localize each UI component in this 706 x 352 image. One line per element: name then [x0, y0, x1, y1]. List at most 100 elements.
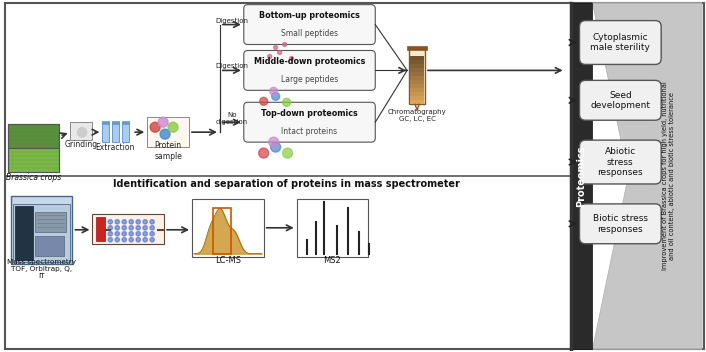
Circle shape	[260, 97, 268, 105]
Bar	[112, 121, 119, 124]
Circle shape	[158, 117, 168, 127]
Circle shape	[136, 232, 140, 236]
Circle shape	[160, 129, 170, 139]
Circle shape	[270, 142, 281, 152]
Bar	[297, 199, 369, 257]
Circle shape	[122, 226, 126, 230]
FancyBboxPatch shape	[580, 140, 662, 184]
Circle shape	[282, 43, 287, 46]
Bar	[410, 73, 424, 76]
Circle shape	[150, 232, 155, 236]
Bar	[410, 84, 424, 88]
Text: Protein
sample: Protein sample	[154, 142, 182, 161]
Circle shape	[136, 226, 140, 230]
Bar	[71, 122, 92, 140]
Bar	[410, 76, 424, 80]
Text: ●: ●	[76, 124, 88, 138]
Bar	[192, 199, 264, 257]
Circle shape	[282, 98, 291, 106]
Circle shape	[150, 220, 155, 224]
Text: Chromatography
GC, LC, EC: Chromatography GC, LC, EC	[388, 109, 446, 122]
Bar	[122, 122, 129, 142]
Bar	[410, 92, 424, 96]
Text: MS2: MS2	[323, 256, 341, 265]
Bar	[102, 121, 109, 124]
Circle shape	[129, 220, 133, 224]
Circle shape	[143, 226, 148, 230]
Bar	[407, 46, 427, 50]
Circle shape	[150, 226, 155, 230]
Bar	[96, 217, 105, 241]
Text: Extraction: Extraction	[95, 143, 135, 152]
Bar	[8, 124, 59, 148]
Bar	[15, 206, 32, 260]
Bar	[112, 122, 119, 142]
Text: Mass spectrometry
TOF, Orbitrap, Q,
IT: Mass spectrometry TOF, Orbitrap, Q, IT	[7, 259, 76, 279]
Circle shape	[270, 87, 277, 95]
Bar	[213, 208, 231, 254]
Circle shape	[143, 238, 148, 242]
Bar	[410, 80, 424, 84]
Text: Large peptides: Large peptides	[281, 75, 338, 84]
Circle shape	[143, 220, 148, 224]
Circle shape	[269, 137, 279, 147]
FancyBboxPatch shape	[244, 5, 376, 44]
FancyBboxPatch shape	[244, 102, 376, 142]
Text: Intact proteins: Intact proteins	[282, 127, 337, 136]
Bar	[410, 96, 424, 100]
Text: Proteomics: Proteomics	[577, 145, 587, 207]
Bar	[570, 3, 592, 349]
Text: Digestion: Digestion	[215, 18, 249, 24]
Circle shape	[129, 226, 133, 230]
Text: Abiotic
stress
responses: Abiotic stress responses	[597, 147, 643, 177]
Text: Small peptides: Small peptides	[281, 29, 338, 38]
Text: Improvement of Brassica crops for high yield, nutritional
and oil content, abiot: Improvement of Brassica crops for high y…	[662, 82, 675, 270]
Bar	[410, 61, 424, 64]
Circle shape	[274, 45, 277, 50]
Text: Biotic stress
responses: Biotic stress responses	[593, 214, 648, 233]
FancyBboxPatch shape	[580, 21, 662, 64]
Text: Cytoplasmic
male sterility: Cytoplasmic male sterility	[590, 33, 650, 52]
Bar	[410, 64, 424, 68]
Text: No
digestion: No digestion	[216, 112, 248, 125]
FancyBboxPatch shape	[580, 80, 662, 120]
Circle shape	[282, 148, 292, 158]
Circle shape	[122, 232, 126, 236]
Bar	[122, 121, 129, 124]
Text: Top-down proteomics: Top-down proteomics	[261, 109, 358, 118]
Circle shape	[108, 226, 112, 230]
Circle shape	[122, 238, 126, 242]
Circle shape	[258, 148, 269, 158]
Bar	[409, 49, 425, 104]
Circle shape	[108, 238, 112, 242]
Bar	[8, 124, 59, 172]
Circle shape	[115, 232, 119, 236]
Text: LC-MS: LC-MS	[215, 256, 241, 265]
Text: Identification and separation of proteins in mass spectrometer: Identification and separation of protein…	[113, 179, 460, 189]
FancyBboxPatch shape	[580, 204, 662, 244]
Circle shape	[122, 220, 126, 224]
Circle shape	[272, 92, 280, 100]
Circle shape	[129, 238, 133, 242]
Circle shape	[289, 56, 294, 61]
Text: Brassica crops: Brassica crops	[6, 174, 61, 182]
Circle shape	[108, 220, 112, 224]
Bar	[102, 122, 109, 142]
Text: Middle-down proteomics: Middle-down proteomics	[254, 57, 365, 66]
Bar	[13, 204, 71, 262]
Circle shape	[168, 122, 178, 132]
Circle shape	[108, 232, 112, 236]
Polygon shape	[592, 3, 702, 349]
Bar	[410, 100, 424, 104]
Text: Bottom-up proteomics: Bottom-up proteomics	[259, 11, 360, 20]
Bar	[410, 56, 424, 61]
Bar	[35, 212, 66, 232]
Text: Seed
development: Seed development	[590, 90, 650, 110]
Circle shape	[268, 55, 272, 58]
Bar	[35, 236, 64, 256]
Circle shape	[115, 226, 119, 230]
Text: Digestion: Digestion	[215, 63, 249, 69]
Circle shape	[115, 220, 119, 224]
Bar	[410, 68, 424, 73]
Text: Grinding: Grinding	[65, 140, 98, 149]
